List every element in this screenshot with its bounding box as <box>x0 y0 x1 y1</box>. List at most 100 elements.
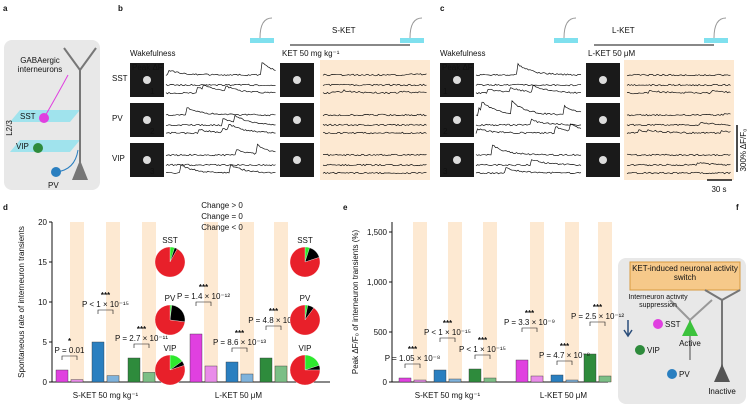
drug-stripe <box>413 222 427 382</box>
vip-soma <box>635 345 645 355</box>
layer-label: L2/3 <box>5 120 14 136</box>
significance-stars: *** <box>408 345 418 354</box>
cell-number: 3 <box>150 167 155 176</box>
cell-image <box>599 76 607 84</box>
trace <box>626 113 731 117</box>
row-label: PV <box>112 114 123 123</box>
trace <box>626 122 731 127</box>
trace <box>165 124 276 135</box>
active-soma <box>682 320 698 336</box>
significance-stars: *** <box>593 303 603 312</box>
p-value: P < 1 × 10⁻¹⁵ <box>459 345 506 354</box>
trace <box>322 89 427 95</box>
bar <box>413 379 427 383</box>
bar <box>530 375 544 383</box>
cell-number: 1 <box>443 87 448 96</box>
cell-image <box>599 156 607 164</box>
y-tick-label: 1,500 <box>367 228 388 237</box>
p-value: P = 0.01 <box>55 346 85 355</box>
bar <box>583 353 597 383</box>
panel-label: a <box>3 4 8 13</box>
significance-bracket <box>439 337 456 342</box>
bar <box>468 368 482 383</box>
vip-soma <box>33 143 43 153</box>
cell-number: 2 <box>150 127 155 136</box>
drug-stripe <box>240 222 254 382</box>
significance-stars: * <box>68 337 72 346</box>
pie-slice <box>169 304 186 323</box>
trace <box>165 114 276 127</box>
y-tick-label: 10 <box>38 298 47 307</box>
arrow <box>623 320 633 338</box>
cell-number: 2 <box>443 127 448 136</box>
bar <box>189 333 203 383</box>
sst-soma <box>653 319 663 329</box>
y-tick-label: 0 <box>383 378 388 387</box>
significance-stars: *** <box>199 283 209 292</box>
significance-stars: *** <box>235 329 245 338</box>
bar <box>515 359 529 383</box>
y-axis-label: Spontaneous rate of interneuron transien… <box>17 226 26 378</box>
electrode-icon <box>259 17 423 39</box>
row-label: SST <box>112 74 128 83</box>
p-value: P = 3.3 × 10⁻⁹ <box>504 318 555 327</box>
pv-soma <box>667 369 677 379</box>
trace <box>626 129 731 135</box>
significance-bracket <box>61 355 78 360</box>
cell-image <box>453 76 461 84</box>
panel-label: e <box>343 203 348 212</box>
trace <box>475 167 582 175</box>
trace <box>475 144 582 157</box>
drug-label: L-KET <box>612 26 635 35</box>
scale-label: 300% ΔF/F₀ <box>739 129 748 172</box>
trace <box>626 171 731 175</box>
drug-stripe <box>274 222 288 382</box>
trace <box>322 113 427 117</box>
inactive-soma <box>714 364 730 382</box>
drug-stripe <box>142 222 156 382</box>
bar <box>274 365 288 383</box>
row-label: VIP <box>112 154 125 163</box>
cell-image <box>293 116 301 124</box>
pie-title: PV <box>300 294 311 303</box>
p-value: P = 2.5 × 10⁻¹² <box>571 312 624 321</box>
y-axis-label: Peak ΔF/F₀ of interneuron transients (%) <box>351 230 360 375</box>
p-value: P = 4.8 × 10⁻⁷ <box>248 316 299 325</box>
note-box: Interneuron activity suppression <box>628 294 688 309</box>
condition-label: Wakefulness <box>130 49 176 58</box>
pie-title: SST <box>162 236 178 245</box>
trace <box>165 143 276 157</box>
trace <box>322 73 427 77</box>
diagram-title-box: GABAergic interneurons <box>18 56 62 74</box>
image-label: Peak ΔF <box>442 63 473 72</box>
panel-label: f <box>736 203 739 212</box>
bar <box>398 377 412 383</box>
cell-label: PV <box>48 181 59 190</box>
image-label: Peak ΔF <box>132 63 163 72</box>
electrode-icon <box>563 17 727 39</box>
diagram-title: KET-induced neuronal activity switch <box>632 264 738 282</box>
trace <box>165 83 276 87</box>
bar <box>483 377 497 383</box>
cell-state: Active <box>679 339 701 348</box>
cell-image <box>143 76 151 84</box>
drug-label: S-KET <box>332 26 356 35</box>
trace <box>475 118 582 127</box>
window-icon <box>554 38 578 43</box>
bar <box>259 357 273 383</box>
significance-stars: *** <box>269 307 279 316</box>
trace <box>322 131 427 135</box>
significance-bracket <box>133 343 150 348</box>
y-tick-label: 20 <box>38 218 47 227</box>
pie-slice <box>154 304 186 336</box>
y-tick-label: 500 <box>374 328 388 337</box>
significance-bracket <box>97 309 114 314</box>
cell-label: VIP <box>647 346 660 355</box>
trace <box>165 84 276 95</box>
cell-state: Inactive <box>708 387 736 396</box>
p-value: P < 1 × 10⁻¹⁵ <box>424 328 471 337</box>
group-label: L-KET 50 μM <box>540 391 587 400</box>
significance-bracket <box>556 360 573 365</box>
note: Interneuron activity suppression <box>628 294 688 309</box>
significance-bracket <box>195 301 212 306</box>
